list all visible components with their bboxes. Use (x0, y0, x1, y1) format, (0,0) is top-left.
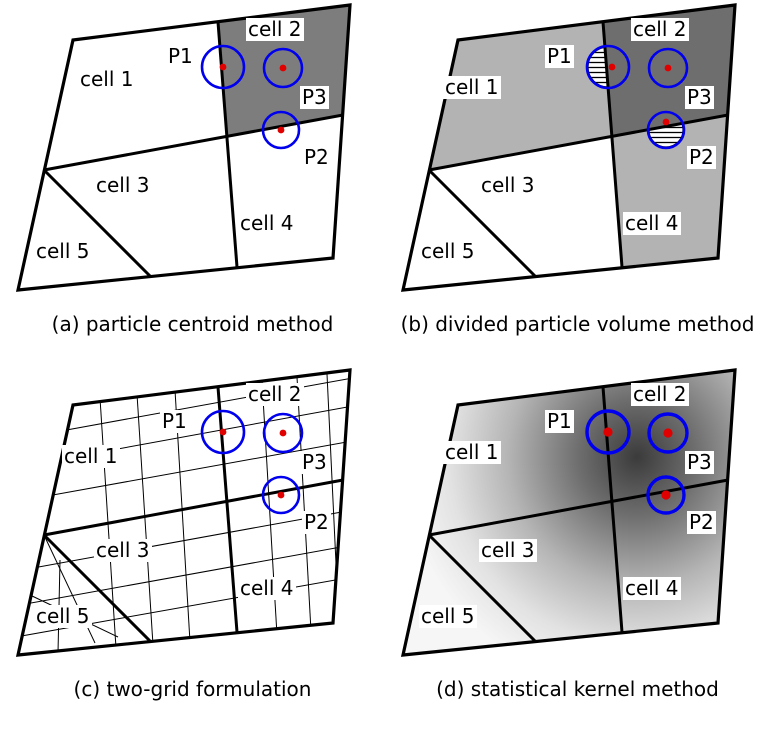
particle-p1-label: P1 (166, 44, 195, 68)
cell-5-label: cell 5 (34, 604, 92, 628)
particle-p3-center (279, 429, 287, 437)
particle-p1-circle (585, 409, 631, 455)
particle-p1-center (608, 63, 616, 71)
particle-p2-circle (261, 475, 301, 515)
particle-p1-circle (585, 44, 631, 90)
particle-p2-label: P2 (302, 510, 331, 534)
caption-d: (d) statistical kernel method (436, 677, 719, 701)
figure-c: cell 1 cell 2 cell 3 cell 4 cell 5 P1 P3… (0, 365, 385, 665)
particle-p3-center (663, 428, 673, 438)
panel-a: cell 1 cell 2 cell 3 cell 4 cell 5 P1 P3… (0, 0, 385, 365)
particle-p3-label: P3 (300, 85, 329, 109)
mesh-outline (400, 3, 737, 292)
cell-5-label: cell 5 (34, 239, 92, 263)
particle-p1-label: P1 (160, 409, 189, 433)
cell-3-label: cell 3 (479, 173, 537, 197)
cell5-divider (427, 168, 537, 278)
cell-1-label: cell 1 (62, 444, 120, 468)
figure-a: cell 1 cell 2 cell 3 cell 4 cell 5 P1 P3… (0, 0, 385, 300)
cell-2-label: cell 2 (631, 382, 689, 406)
particle-p1-center (219, 428, 227, 436)
cell-divider-vertical (601, 21, 624, 268)
particle-p1-circle (200, 409, 246, 455)
particle-p2-center (277, 491, 285, 499)
cell-2-label: cell 2 (246, 17, 304, 41)
particle-p3-label: P3 (685, 85, 714, 109)
particle-p2-label: P2 (687, 145, 716, 169)
mesh-outline (400, 368, 737, 657)
cell-divider-horizontal (428, 478, 729, 537)
mesh-outline (15, 368, 352, 657)
caption-a: (a) particle centroid method (51, 312, 334, 336)
cell-divider-vertical (216, 386, 239, 633)
figure-b: cell 1 cell 2 cell 3 cell 4 cell 5 P1 P3… (385, 0, 770, 300)
particle-p3-center (664, 64, 672, 72)
cell-4-label: cell 4 (238, 211, 296, 235)
panel-d: cell 1 cell 2 cell 3 cell 4 cell 5 P1 P3… (385, 365, 770, 730)
cell-5-label: cell 5 (419, 604, 477, 628)
cell-2-label: cell 2 (631, 17, 689, 41)
cell-1-label: cell 1 (443, 440, 501, 464)
particle-p3-circle (262, 47, 304, 89)
caption-c: (c) two-grid formulation (73, 677, 312, 701)
particle-p3-circle (647, 47, 689, 89)
mesh-drawing-c (15, 368, 352, 657)
cell5-divider (427, 533, 537, 643)
particle-p3-circle (647, 412, 689, 454)
mesh-outline (15, 3, 352, 292)
cell-4-label: cell 4 (238, 576, 296, 600)
particle-p1-center (603, 427, 613, 437)
cell-divider-horizontal (43, 478, 344, 537)
cell-4-label: cell 4 (623, 576, 681, 600)
particle-p2-label: P2 (302, 145, 331, 169)
particle-p1-label: P1 (545, 44, 574, 68)
panel-c: cell 1 cell 2 cell 3 cell 4 cell 5 P1 P3… (0, 365, 385, 730)
figure-d: cell 1 cell 2 cell 3 cell 4 cell 5 P1 P3… (385, 365, 770, 665)
cell-1-label: cell 1 (443, 75, 501, 99)
particle-p2-circle (261, 110, 301, 150)
cell-3-label: cell 3 (94, 538, 152, 562)
cell-divider-vertical (216, 21, 239, 268)
panel-b: cell 1 cell 2 cell 3 cell 4 cell 5 P1 P3… (385, 0, 770, 365)
cell-3-label: cell 3 (94, 173, 152, 197)
cell5-divider (42, 168, 152, 278)
particle-p2-center (277, 126, 285, 134)
cell-divider-horizontal (428, 113, 729, 172)
particle-p3-circle (262, 412, 304, 454)
cell5-divider (42, 533, 152, 643)
cell-2-label: cell 2 (246, 382, 304, 406)
particle-p1-center (219, 63, 227, 71)
particle-p3-label: P3 (685, 450, 714, 474)
particle-p2-circle (646, 110, 686, 150)
particle-p1-circle (200, 44, 246, 90)
cell-5-label: cell 5 (419, 239, 477, 263)
cell-4-label: cell 4 (623, 211, 681, 235)
particle-p1-label: P1 (545, 409, 574, 433)
cell-divider-horizontal (43, 113, 344, 172)
particle-p2-center (662, 118, 670, 126)
particle-p2-circle (646, 475, 686, 515)
cell-1-label: cell 1 (78, 67, 136, 91)
particle-p3-label: P3 (300, 450, 329, 474)
particle-p2-center (661, 490, 671, 500)
caption-b: (b) divided particle volume method (400, 312, 755, 336)
particle-p3-center (279, 64, 287, 72)
cell-3-label: cell 3 (479, 538, 537, 562)
particle-p2-label: P2 (687, 510, 716, 534)
